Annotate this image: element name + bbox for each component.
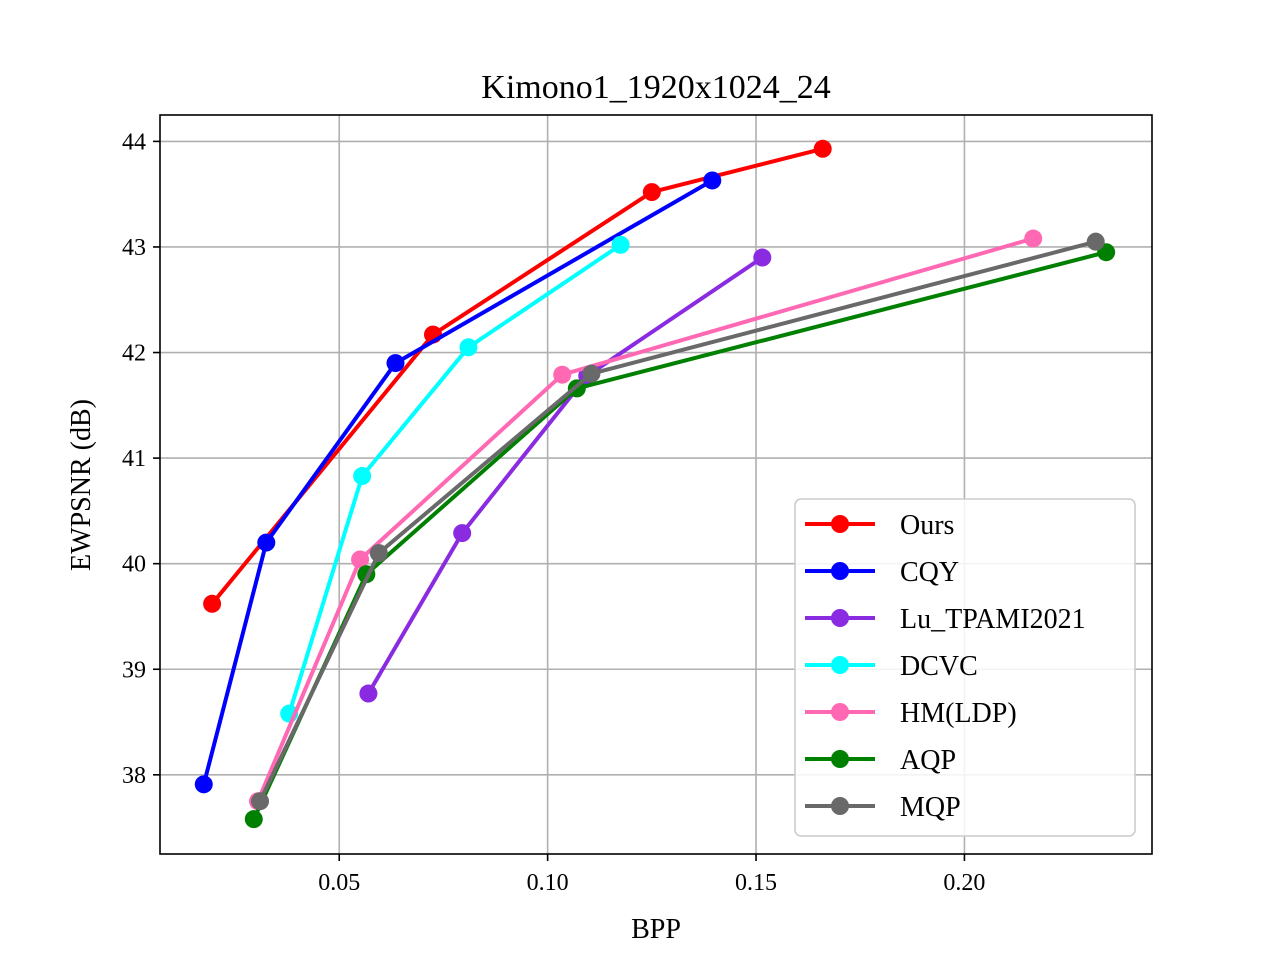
legend-label: CQY	[900, 557, 959, 588]
legend-entry-cqy: CQY	[805, 557, 959, 588]
data-point-lu-tpami2021	[359, 684, 378, 703]
x-tick-label: 0.20	[943, 870, 985, 896]
data-point-mqp	[369, 544, 388, 563]
series-mqp	[251, 232, 1105, 811]
y-tick-label: 43	[122, 235, 146, 261]
y-tick-label: 42	[122, 341, 146, 367]
series-line-mqp	[258, 239, 1098, 804]
legend-swatch-marker	[831, 703, 849, 721]
data-point-lu-tpami2021	[753, 248, 772, 267]
chart-title: Kimono1_1920x1024_24	[481, 69, 830, 106]
data-point-lu-tpami2021	[453, 524, 472, 543]
legend-label: MQP	[900, 792, 961, 823]
legend-box	[794, 498, 1136, 837]
data-point-ours	[813, 139, 832, 158]
x-axis-title: BPP	[631, 914, 681, 945]
data-point-dcvc	[353, 467, 372, 486]
legend-entry-lu-tpami2021: Lu_TPAMI2021	[805, 604, 1086, 635]
data-point-hm-ldp	[1024, 229, 1043, 248]
legend: Ours CQY Lu_TPAMI2021 DCVC HM(LDP) AQP MQP	[794, 498, 1136, 837]
series-cqy	[194, 171, 722, 794]
legend-entry-mqp: MQP	[805, 792, 961, 823]
series-line-dcvc	[287, 242, 623, 716]
legend-label: Lu_TPAMI2021	[900, 604, 1086, 635]
legend-entry-ours: Ours	[805, 510, 954, 541]
x-tick-label: 0.05	[318, 870, 360, 896]
y-tick-label: 40	[122, 552, 146, 578]
legend-label: DCVC	[900, 651, 978, 682]
data-point-mqp	[1086, 232, 1105, 251]
series-line-lu-tpami2021	[366, 255, 765, 696]
series-line-hm-ldp	[255, 236, 1036, 804]
series-line-cqy	[201, 178, 715, 787]
x-tick-label: 0.15	[735, 870, 777, 896]
legend-swatch-marker	[831, 609, 849, 627]
plot-frame	[159, 114, 1153, 855]
legend-swatch-marker	[831, 750, 849, 768]
legend-label: Ours	[900, 510, 954, 541]
legend-entry-aqp: AQP	[805, 745, 956, 776]
data-point-dcvc	[459, 338, 478, 357]
y-tick-label: 41	[122, 446, 146, 472]
data-point-cqy	[194, 775, 213, 794]
legend-entry-dcvc: DCVC	[805, 651, 978, 682]
data-point-mqp	[582, 364, 601, 383]
data-point-hm-ldp	[351, 550, 370, 569]
data-point-ours	[642, 183, 661, 202]
y-axis-title: EWPSNR (dB)	[66, 399, 97, 571]
legend-label: HM(LDP)	[900, 698, 1017, 729]
legend-label: AQP	[900, 745, 956, 776]
data-point-dcvc	[611, 235, 630, 254]
data-point-aqp	[244, 810, 263, 829]
y-tick-label: 44	[122, 129, 146, 155]
legend-entry-hm-ldp: HM(LDP)	[805, 698, 1017, 729]
y-tick-label: 39	[122, 657, 146, 683]
data-point-hm-ldp	[553, 365, 572, 384]
series-layer	[194, 139, 1116, 829]
legend-swatch-marker	[831, 797, 849, 815]
data-point-ours	[203, 594, 222, 613]
series-line-ours	[210, 146, 825, 606]
x-tick-label: 0.10	[527, 870, 569, 896]
data-point-cqy	[703, 171, 722, 190]
data-point-cqy	[386, 354, 405, 373]
legend-swatch-marker	[831, 515, 849, 533]
legend-swatch-marker	[831, 562, 849, 580]
tick-layer: 0.05 0.10 0.15 0.20 38 39 40 41 42 43 44	[122, 129, 985, 896]
legend-swatch-marker	[831, 656, 849, 674]
data-point-cqy	[257, 533, 276, 552]
data-point-mqp	[251, 792, 270, 811]
y-tick-label: 38	[122, 763, 146, 789]
